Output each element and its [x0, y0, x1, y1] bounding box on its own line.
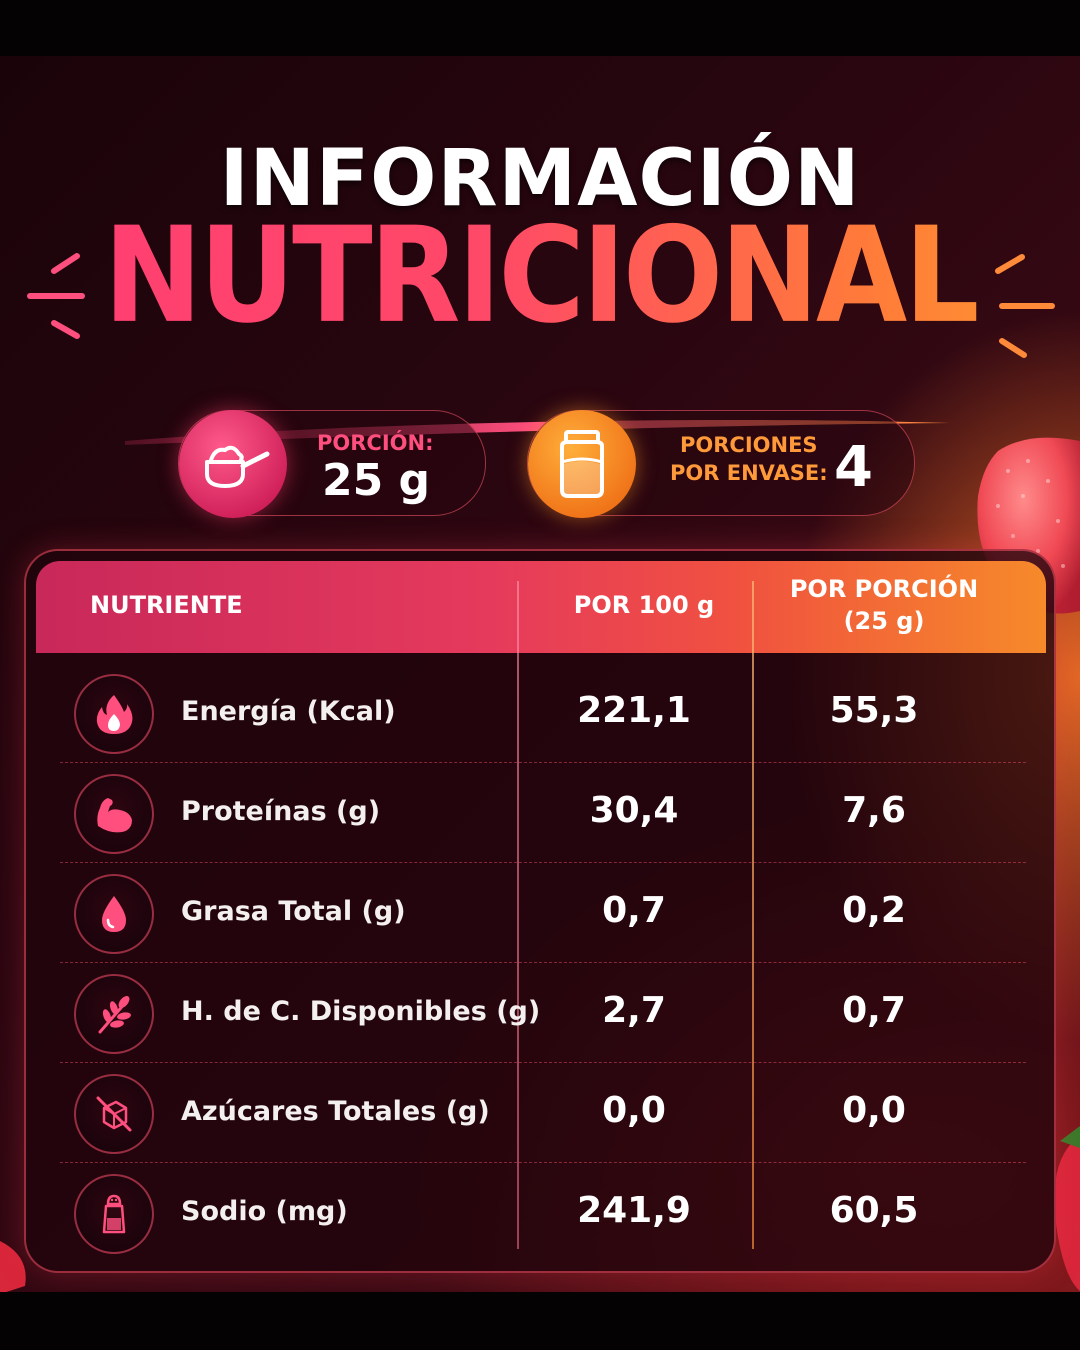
measuring-scoop-icon [205, 445, 270, 488]
table-header: NUTRIENTE POR 100 g POR PORCIÓN (25 g) [36, 561, 1046, 653]
column-divider [752, 581, 754, 1249]
nutrient-name: Proteínas (g) [181, 796, 381, 827]
wheat-icon [98, 996, 131, 1034]
value-per-portion: 0,2 [842, 890, 906, 931]
table-row: Energía (Kcal) 221,1 55,3 [36, 663, 1046, 763]
value-per-portion: 7,6 [842, 790, 906, 831]
column-divider [517, 581, 519, 1249]
value-per-portion: 0,0 [842, 1090, 906, 1131]
header-per-portion-line-1: POR PORCIÓN [789, 575, 979, 603]
value-per-portion: 0,7 [842, 990, 906, 1031]
nutrient-name: Grasa Total (g) [181, 896, 406, 927]
title-line-1: INFORMACIÓN [219, 134, 861, 224]
value-per-100g: 0,7 [602, 890, 666, 931]
header-per-100g: POR 100 g [573, 591, 715, 619]
row-icon-ring [74, 1074, 154, 1154]
nutrient-name: Azúcares Totales (g) [181, 1096, 490, 1127]
flame-icon [96, 695, 133, 734]
servings-label-line-2: POR ENVASE: [670, 461, 828, 485]
sparkle-left-icon [27, 253, 85, 339]
portion-circle [179, 410, 287, 518]
portion-badge: PORCIÓN: 25 g [178, 410, 486, 518]
value-per-portion: 55,3 [829, 690, 919, 731]
value-per-portion: 60,5 [829, 1190, 919, 1231]
strawberry-right-image [1054, 1126, 1080, 1291]
nutrient-name: H. de C. Disponibles (g) [181, 996, 541, 1027]
title-line-2: NUTRICIONAL [0, 198, 1080, 353]
servings-label: PORCIONES POR ENVASE: [670, 431, 828, 487]
table-row: Sodio (mg) 241,9 60,5 [36, 1163, 1046, 1263]
table-row: Proteínas (g) 30,4 7,6 [36, 763, 1046, 863]
servings-value: 4 [834, 435, 873, 500]
row-icon-ring [74, 974, 154, 1054]
row-icon-ring [74, 674, 154, 754]
servings-circle [528, 410, 636, 518]
servings-label-line-1: PORCIONES [680, 433, 818, 457]
portion-label: PORCIÓN: [317, 431, 434, 455]
table-row: H. de C. Disponibles (g) 2,7 0,7 [36, 963, 1046, 1063]
value-per-100g: 221,1 [577, 690, 691, 731]
jar-icon [560, 430, 604, 498]
nutrient-name: Energía (Kcal) [181, 696, 396, 727]
no-sugar-icon [96, 1096, 132, 1132]
row-icon-ring [74, 1174, 154, 1254]
row-icon-ring [74, 874, 154, 954]
value-per-100g: 30,4 [589, 790, 679, 831]
header-nutrient: NUTRIENTE [90, 591, 243, 619]
strawberry-left-image [0, 1241, 26, 1292]
row-icon-ring [74, 774, 154, 854]
table-row: Azúcares Totales (g) 0,0 0,0 [36, 1063, 1046, 1163]
value-per-100g: 0,0 [602, 1090, 666, 1131]
nutrition-table: NUTRIENTE POR 100 g POR PORCIÓN (25 g) E… [24, 549, 1056, 1273]
nutrient-name: Sodio (mg) [181, 1196, 348, 1227]
value-per-100g: 241,9 [577, 1190, 691, 1231]
sparkle-right-icon [995, 254, 1055, 358]
drop-icon [102, 896, 126, 932]
header-per-portion: POR PORCIÓN (25 g) [764, 573, 1004, 637]
header-per-portion-line-2: (25 g) [843, 607, 925, 635]
servings-per-pack-badge: PORCIONES POR ENVASE: 4 [527, 410, 915, 518]
value-per-100g: 2,7 [602, 990, 666, 1031]
portion-value: 25 g [322, 455, 431, 506]
table-row: Grasa Total (g) 0,7 0,2 [36, 863, 1046, 963]
poster: INFORMACIÓN NUTRICIONAL [0, 56, 1080, 1292]
salt-shaker-icon [102, 1194, 126, 1234]
muscle-icon [97, 798, 132, 833]
